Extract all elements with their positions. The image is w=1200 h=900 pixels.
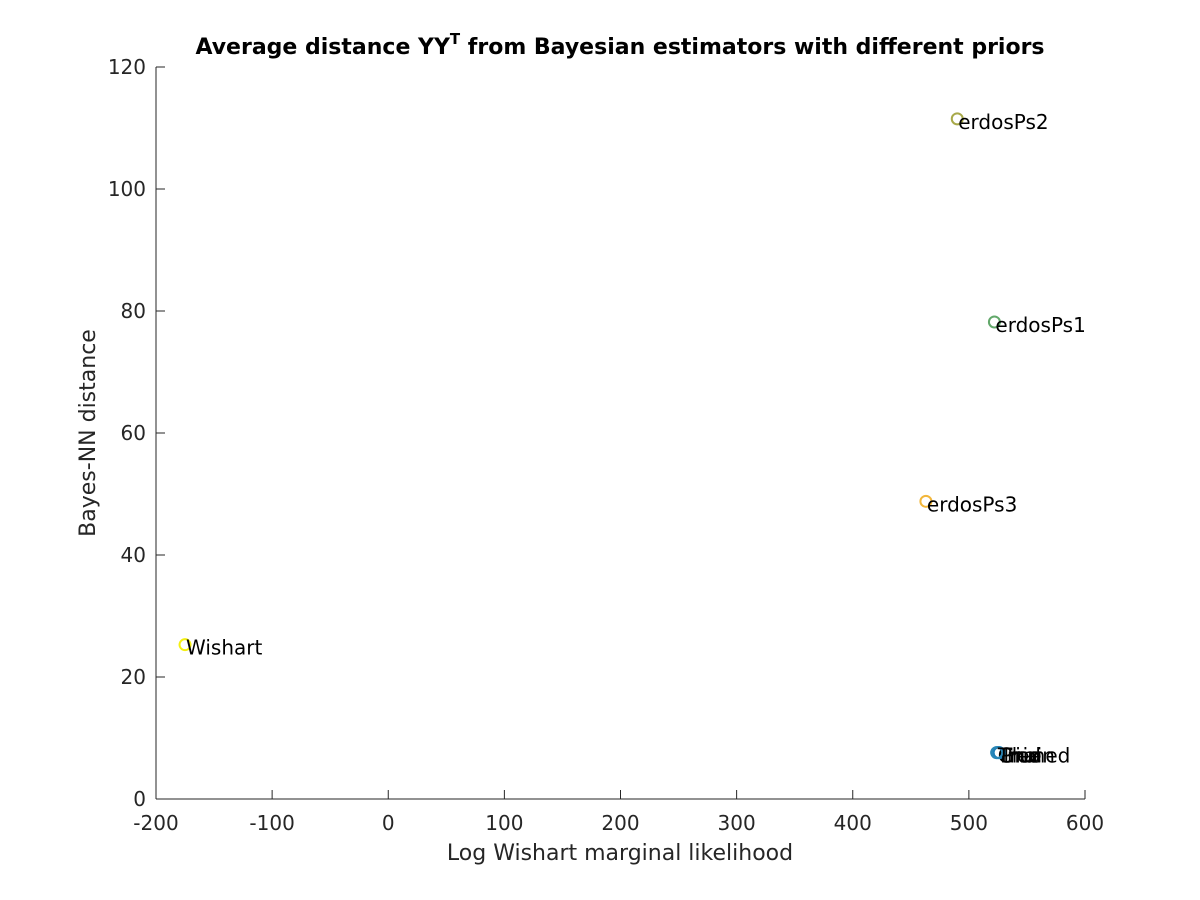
chart-title-superscript: T xyxy=(450,30,461,48)
data-points: erdosPs2 erdosPs1 erdosPs3 Wishart ChainGrid… xyxy=(178,110,1086,768)
x-axis-ticks: -200 -100 0 100 200 300 400 500 600 xyxy=(133,790,1104,835)
data-point-marker xyxy=(990,746,1004,760)
axes xyxy=(155,67,1085,800)
data-point-label: erdosPs3 xyxy=(927,492,1017,516)
y-tick-label: 60 xyxy=(121,421,146,445)
data-point-label: Grid xyxy=(999,744,1041,768)
x-tick-label: -100 xyxy=(249,811,294,835)
chart-title-main: Average distance YY xyxy=(195,35,450,60)
data-point-label: Pruned xyxy=(1000,744,1070,768)
x-tick-label: 0 xyxy=(382,811,395,835)
data-point-label: erdosPs1 xyxy=(995,313,1085,337)
x-tick-label: 300 xyxy=(718,811,756,835)
data-point-label: Tri xyxy=(997,744,1021,768)
x-tick-label: 500 xyxy=(950,811,988,835)
data-point-marker xyxy=(950,112,964,126)
chart-title-suffix: from Bayesian estimators with different … xyxy=(460,35,1044,60)
data-point-label: Wishart xyxy=(186,636,262,660)
x-axis-label: Log Wishart marginal likelihood xyxy=(447,841,793,866)
y-axis-label: Bayes-NN distance xyxy=(76,329,101,537)
y-tick-label: 20 xyxy=(121,665,146,689)
data-point-label: Tree xyxy=(999,744,1042,768)
data-point-label: Chain xyxy=(998,744,1055,768)
y-tick-label: 0 xyxy=(133,787,146,811)
x-tick-label: 600 xyxy=(1066,811,1104,835)
y-tick-label: 80 xyxy=(121,299,146,323)
x-tick-label: 400 xyxy=(834,811,872,835)
data-point-marker xyxy=(987,315,1001,329)
y-tick-label: 100 xyxy=(108,177,146,201)
data-point-marker xyxy=(919,494,933,508)
y-tick-label: 120 xyxy=(108,55,146,79)
x-tick-label: 100 xyxy=(485,811,523,835)
y-axis-ticks: 0 20 40 60 80 100 120 xyxy=(108,55,165,811)
chart-title: Average distance YYT from Bayesian estim… xyxy=(195,30,1044,60)
x-tick-label: -200 xyxy=(133,811,178,835)
data-point-marker xyxy=(178,638,192,652)
x-tick-label: 200 xyxy=(601,811,639,835)
y-tick-label: 40 xyxy=(121,543,146,567)
data-point-label: erdosPs2 xyxy=(958,110,1048,134)
